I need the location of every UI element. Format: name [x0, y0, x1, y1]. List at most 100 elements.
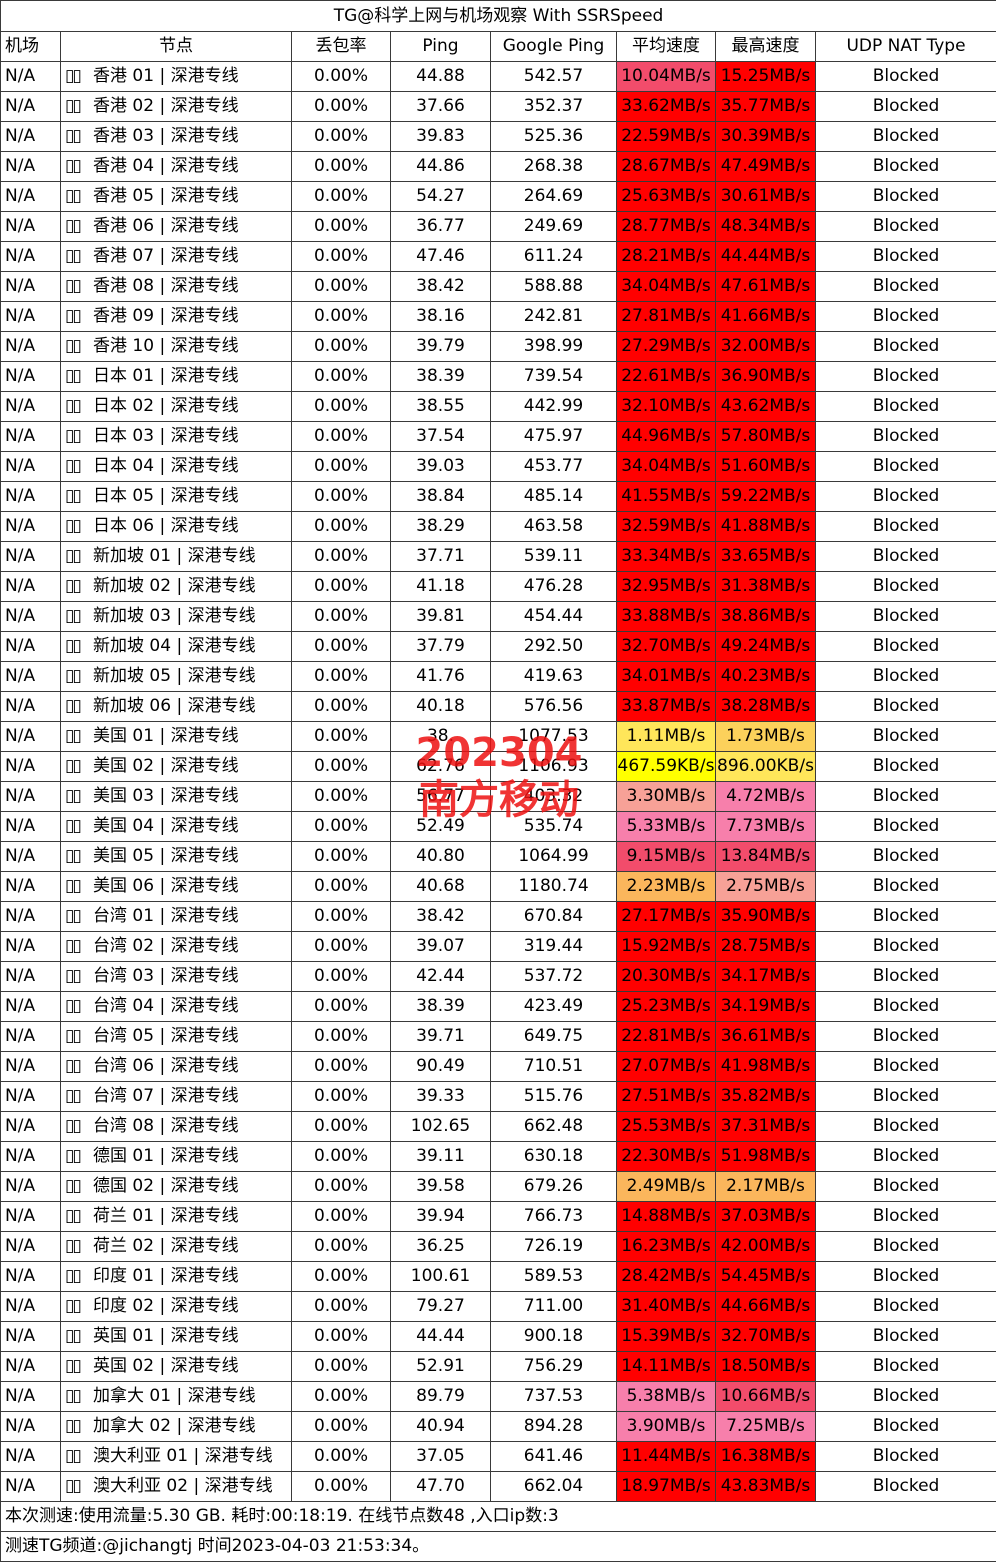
nat-cell: Blocked	[816, 1052, 996, 1082]
loss-cell: 0.00%	[292, 1232, 391, 1262]
ping-cell: 40.68	[391, 872, 491, 902]
nat-cell: Blocked	[816, 182, 996, 212]
node-name: 香港 09 | 深港专线	[93, 306, 239, 326]
loss-cell: 0.00%	[292, 1262, 391, 1292]
google-ping-cell: 726.19	[491, 1232, 617, 1262]
node-name: 台湾 07 | 深港专线	[93, 1086, 239, 1106]
flag-icon: ▯▯	[65, 332, 93, 361]
google-ping-cell: 641.46	[491, 1442, 617, 1472]
nat-cell: Blocked	[816, 1082, 996, 1112]
flag-icon: ▯▯	[65, 1142, 93, 1171]
col-header-ping: Ping	[391, 32, 491, 62]
flag-icon: ▯▯	[65, 1262, 93, 1291]
nat-cell: Blocked	[816, 1322, 996, 1352]
max-speed-cell: 37.31MB/s	[716, 1112, 816, 1142]
google-ping-cell: 476.28	[491, 572, 617, 602]
nat-cell: Blocked	[816, 212, 996, 242]
loss-cell: 0.00%	[292, 1412, 391, 1442]
node-cell: ▯▯台湾 02 | 深港专线	[61, 932, 292, 962]
avg-speed-cell: 5.38MB/s	[617, 1382, 716, 1412]
max-speed-cell: 4.72MB/s	[716, 782, 816, 812]
flag-icon: ▯▯	[65, 362, 93, 391]
google-ping-cell: 485.14	[491, 482, 617, 512]
avg-speed-cell: 467.59KB/s	[617, 752, 716, 782]
flag-icon: ▯▯	[65, 1082, 93, 1111]
node-name: 香港 08 | 深港专线	[93, 276, 239, 296]
nat-cell: Blocked	[816, 1352, 996, 1382]
max-speed-cell: 47.49MB/s	[716, 152, 816, 182]
airport-cell: N/A	[1, 242, 61, 272]
node-cell: ▯▯香港 07 | 深港专线	[61, 242, 292, 272]
ping-cell: 44.44	[391, 1322, 491, 1352]
google-ping-cell: 542.57	[491, 62, 617, 92]
ping-cell: 39.07	[391, 932, 491, 962]
node-name: 新加坡 01 | 深港专线	[93, 546, 256, 566]
ping-cell: 44.86	[391, 152, 491, 182]
max-speed-cell: 35.82MB/s	[716, 1082, 816, 1112]
loss-cell: 0.00%	[292, 902, 391, 932]
node-cell: ▯▯荷兰 02 | 深港专线	[61, 1232, 292, 1262]
google-ping-cell: 398.99	[491, 332, 617, 362]
flag-icon: ▯▯	[65, 572, 93, 601]
node-cell: ▯▯台湾 03 | 深港专线	[61, 962, 292, 992]
node-name: 香港 06 | 深港专线	[93, 216, 239, 236]
google-ping-cell: 539.11	[491, 542, 617, 572]
airport-text: N/A	[5, 216, 35, 236]
node-cell: ▯▯澳大利亚 02 | 深港专线	[61, 1472, 292, 1502]
airport-text: N/A	[5, 1266, 35, 1286]
node-cell: ▯▯德国 02 | 深港专线	[61, 1172, 292, 1202]
nat-cell: Blocked	[816, 782, 996, 812]
node-cell: ▯▯加拿大 01 | 深港专线	[61, 1382, 292, 1412]
google-ping-cell: 352.37	[491, 92, 617, 122]
nat-cell: Blocked	[816, 722, 996, 752]
node-name: 德国 01 | 深港专线	[93, 1146, 239, 1166]
airport-text: N/A	[5, 876, 35, 896]
airport-text: N/A	[5, 636, 35, 656]
col-header-airport: 机场	[1, 32, 61, 62]
airport-cell: N/A	[1, 932, 61, 962]
airport-text: N/A	[5, 786, 35, 806]
google-ping-cell: 454.44	[491, 602, 617, 632]
node-name: 日本 03 | 深港专线	[93, 426, 239, 446]
flag-icon: ▯▯	[65, 92, 93, 121]
ping-cell: 41.18	[391, 572, 491, 602]
max-speed-cell: 10.66MB/s	[716, 1382, 816, 1412]
google-ping-cell: 264.69	[491, 182, 617, 212]
airport-cell: N/A	[1, 1202, 61, 1232]
airport-cell: N/A	[1, 722, 61, 752]
airport-text: N/A	[5, 966, 35, 986]
avg-speed-cell: 10.04MB/s	[617, 62, 716, 92]
flag-icon: ▯▯	[65, 872, 93, 901]
avg-speed-cell: 28.67MB/s	[617, 152, 716, 182]
nat-cell: Blocked	[816, 1292, 996, 1322]
nat-cell: Blocked	[816, 992, 996, 1022]
google-ping-cell: 463.58	[491, 512, 617, 542]
node-name: 荷兰 01 | 深港专线	[93, 1206, 239, 1226]
avg-speed-cell: 14.11MB/s	[617, 1352, 716, 1382]
airport-text: N/A	[5, 1296, 35, 1316]
loss-cell: 0.00%	[292, 512, 391, 542]
max-speed-cell: 51.60MB/s	[716, 452, 816, 482]
google-ping-cell: 1180.74	[491, 872, 617, 902]
flag-icon: ▯▯	[65, 1232, 93, 1261]
airport-text: N/A	[5, 1356, 35, 1376]
ping-cell: 39.71	[391, 1022, 491, 1052]
google-ping-cell: 589.53	[491, 1262, 617, 1292]
node-cell: ▯▯日本 03 | 深港专线	[61, 422, 292, 452]
avg-speed-cell: 33.87MB/s	[617, 692, 716, 722]
nat-cell: Blocked	[816, 872, 996, 902]
ping-cell: 37.05	[391, 1442, 491, 1472]
loss-cell: 0.00%	[292, 182, 391, 212]
loss-cell: 0.00%	[292, 542, 391, 572]
